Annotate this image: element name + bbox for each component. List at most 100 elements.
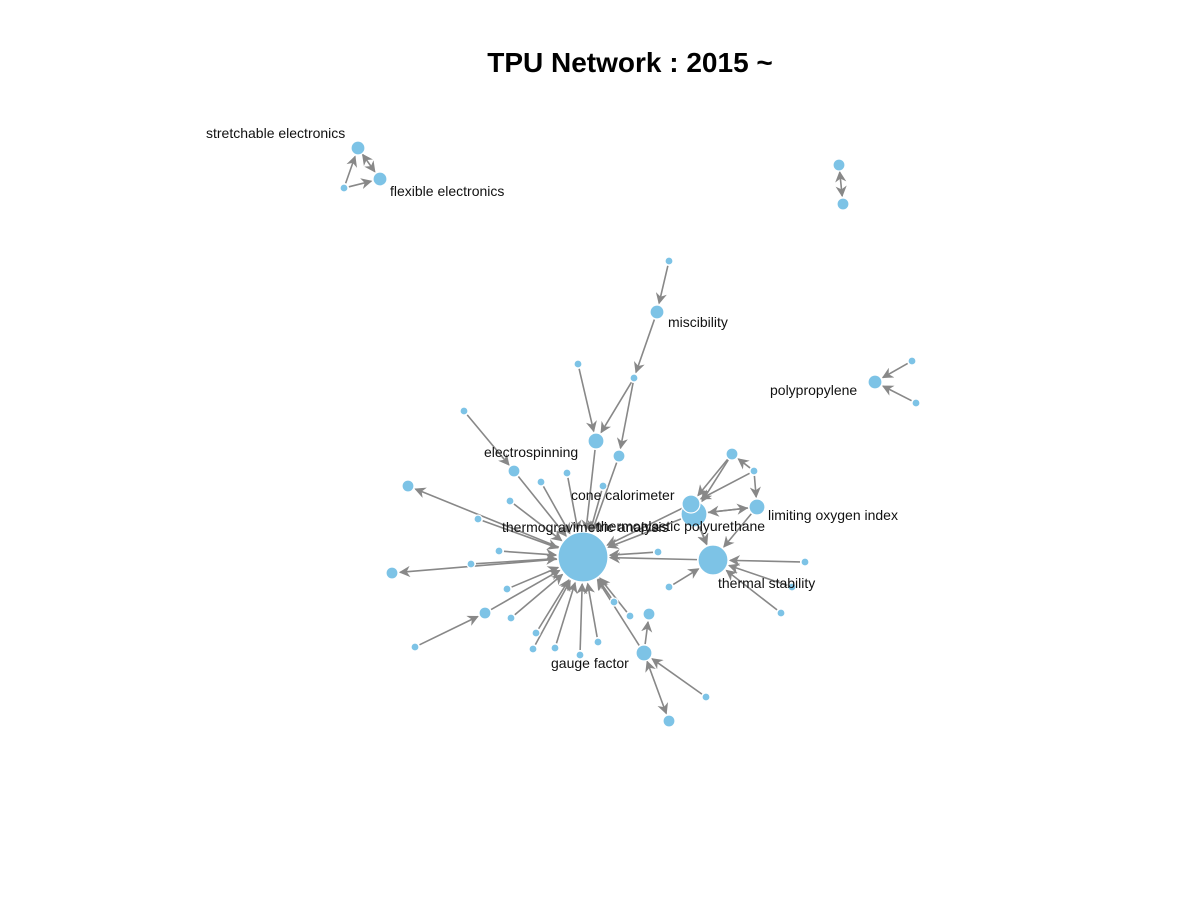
- edge-cc-tga: [606, 507, 683, 546]
- edge-l6-tga: [513, 503, 563, 542]
- node-tga: [557, 531, 609, 583]
- graph-title: TPU Network : 2015 ~: [487, 47, 773, 78]
- edge-c3-tpu: [701, 459, 729, 503]
- edge-gf-tga: [596, 578, 640, 646]
- edge-c4-cc: [699, 472, 750, 500]
- node-label-tpu: thermoplastic polyurethane: [597, 518, 765, 534]
- node-b6: [528, 644, 538, 654]
- node-b10: [609, 597, 619, 607]
- edge-tga-l3: [398, 558, 558, 578]
- edge-b8-tga: [576, 582, 588, 651]
- node-e1: [459, 406, 469, 416]
- edge-b11-tga: [599, 577, 628, 613]
- node-c2: [664, 582, 674, 592]
- node-b11: [625, 611, 635, 621]
- node-c6: [787, 582, 797, 592]
- node-s1: [339, 183, 349, 193]
- node-loi: [748, 498, 766, 516]
- node-a1: [832, 158, 846, 172]
- edge-s1-fe: [348, 178, 373, 190]
- edge-b10-tga: [597, 578, 612, 599]
- edge-tpu-tga: [607, 518, 682, 549]
- node-label-pp: polypropylene: [770, 382, 857, 398]
- edge-m2-r2: [600, 381, 633, 434]
- edge-b5-tga: [537, 579, 570, 630]
- node-l3: [385, 566, 399, 580]
- edge-b9-tga: [583, 582, 598, 638]
- edge-gf-b13: [645, 660, 669, 715]
- node-r2: [587, 432, 605, 450]
- node-c3: [725, 447, 739, 461]
- edge-l5-tga: [503, 548, 558, 560]
- node-label-se: stretchable electronics: [206, 125, 345, 141]
- node-b8: [575, 650, 585, 660]
- node-b3: [506, 613, 516, 623]
- edge-a1-a2: [835, 170, 847, 198]
- node-gf: [635, 644, 653, 662]
- edge-b6-tga: [534, 579, 571, 645]
- label-layer: thermogravimetric analysisthermoplastic …: [206, 125, 898, 671]
- edge-l7-tga: [542, 485, 571, 535]
- edge-tpu-loi: [707, 503, 749, 515]
- edge-r2-tga: [581, 449, 596, 532]
- node-l1: [401, 479, 415, 493]
- edge-ts-tga: [608, 552, 698, 564]
- node-b2: [410, 642, 420, 652]
- node-cc: [681, 494, 701, 514]
- node-mis: [649, 304, 665, 320]
- edge-b3-tga: [514, 573, 564, 616]
- edge-c1-tga: [608, 548, 654, 561]
- node-b7: [550, 643, 560, 653]
- node-l4: [466, 559, 476, 569]
- edge-b4-tga: [511, 566, 560, 588]
- edge-c6-ts: [728, 563, 788, 587]
- node-c5: [800, 557, 810, 567]
- node-es: [507, 464, 521, 478]
- edge-c2-ts: [672, 568, 700, 586]
- node-label-loi: limiting oxygen index: [768, 507, 898, 523]
- edge-p1-pp: [881, 362, 909, 379]
- edge-l4-tga: [475, 553, 558, 565]
- node-label-mis: miscibility: [668, 314, 728, 330]
- node-l5: [494, 546, 504, 556]
- node-r3: [612, 449, 626, 463]
- node-label-ts: thermal stability: [718, 575, 815, 591]
- edge-e1-es: [466, 414, 510, 466]
- node-se: [350, 140, 366, 156]
- node-a2: [836, 197, 850, 211]
- edge-l2-tga: [482, 519, 559, 550]
- edge-b14-gf: [651, 658, 703, 695]
- node-m1: [664, 256, 674, 266]
- node-l9: [598, 481, 608, 491]
- node-label-gf: gauge factor: [551, 655, 629, 671]
- node-b9: [593, 637, 603, 647]
- edge-c7-ts: [725, 569, 778, 611]
- node-layer: [339, 140, 921, 728]
- edge-se-fe: [361, 153, 376, 173]
- node-fe: [372, 171, 388, 187]
- node-m2: [629, 373, 639, 383]
- edge-mis-m2: [634, 319, 656, 374]
- node-label-cc: cone calorimeter: [571, 487, 675, 503]
- node-label-es: electrospinning: [484, 444, 578, 460]
- edge-l9-tga: [587, 490, 603, 533]
- edge-m1-mis: [655, 265, 669, 305]
- node-b12: [642, 607, 656, 621]
- edge-c4-c3: [737, 458, 751, 470]
- edge-r1-r2: [578, 368, 597, 433]
- node-label-fe: flexible electronics: [390, 183, 504, 199]
- node-ts: [697, 544, 729, 576]
- node-p2: [911, 398, 921, 408]
- edge-b2-b1: [419, 615, 479, 646]
- node-b1: [478, 606, 492, 620]
- edge-es-tga: [517, 475, 567, 537]
- edge-m2-r3: [616, 382, 634, 450]
- node-label-tga: thermogravimetric analysis: [502, 519, 669, 535]
- edge-b7-tga: [555, 581, 578, 644]
- node-c1: [653, 547, 663, 557]
- node-l6: [505, 496, 515, 506]
- edge-b1-tga: [490, 569, 561, 611]
- edge-s1-se: [344, 155, 357, 184]
- node-r1: [573, 359, 583, 369]
- node-l8: [562, 468, 572, 478]
